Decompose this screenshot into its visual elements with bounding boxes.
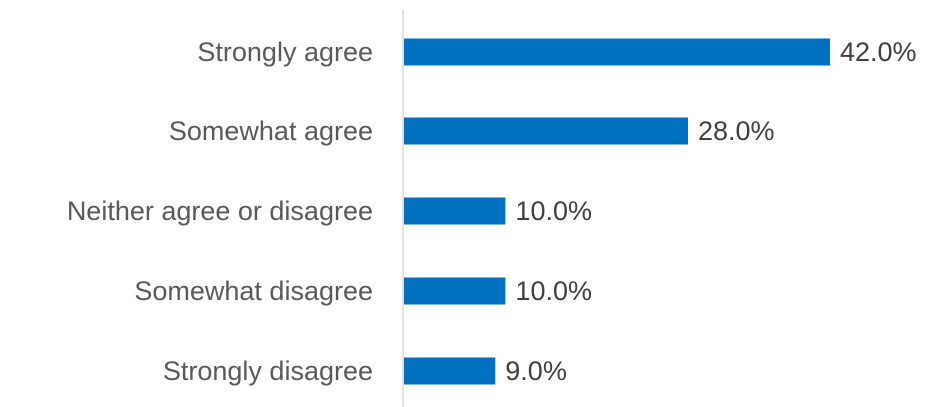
category-label-somewhat-disagree: Somewhat disagree: [134, 276, 373, 306]
data-label-strongly-agree: 42.0%: [840, 37, 917, 67]
category-label-somewhat-agree: Somewhat agree: [169, 116, 373, 146]
bar-neither-agree-or-disagree: [404, 197, 506, 225]
category-label-neither-agree-or-disagree: Neither agree or disagree: [67, 196, 373, 226]
category-label-strongly-disagree: Strongly disagree: [163, 356, 373, 386]
labels-layer: Strongly agree 42.0% Somewhat agree 28.0% Ne…: [67, 37, 917, 386]
bar-strongly-agree: [404, 38, 830, 66]
bars-layer: [404, 38, 830, 385]
data-label-somewhat-disagree: 10.0%: [515, 276, 592, 306]
data-label-strongly-disagree: 9.0%: [505, 356, 567, 386]
bar-somewhat-agree: [404, 117, 688, 145]
bar-strongly-disagree: [404, 357, 496, 385]
bar-somewhat-disagree: [404, 277, 506, 305]
data-label-somewhat-agree: 28.0%: [698, 116, 775, 146]
data-label-neither-agree-or-disagree: 10.0%: [515, 196, 592, 226]
category-label-strongly-agree: Strongly agree: [197, 37, 373, 67]
